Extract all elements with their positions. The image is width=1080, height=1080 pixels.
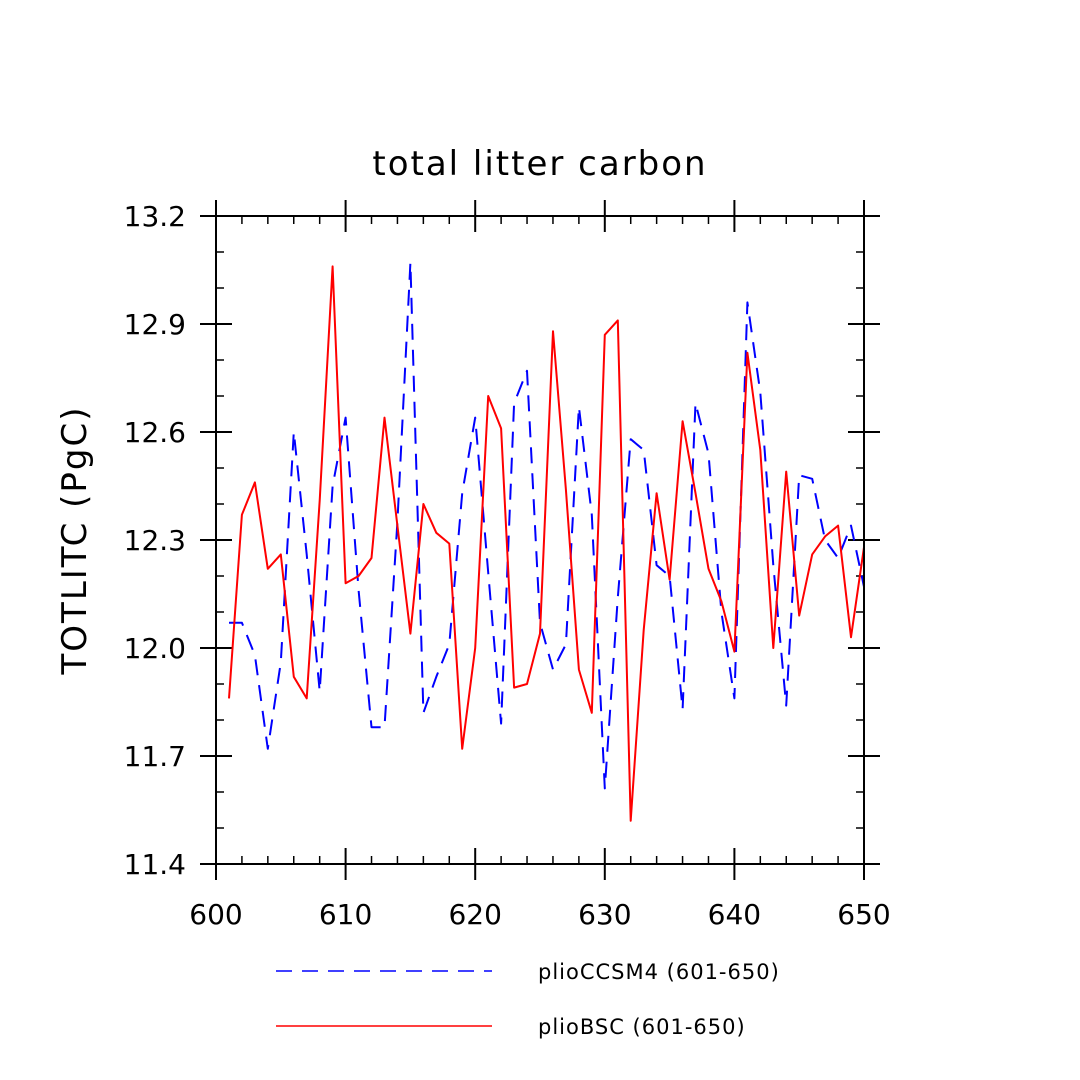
y-tick-label: 12.6	[124, 416, 186, 449]
series-pliocssm4-line	[229, 261, 865, 790]
axis-ticks	[200, 200, 880, 880]
legend-label-pliobsc: plioBSC (601-650)	[538, 1015, 746, 1039]
y-tick-label: 11.7	[124, 740, 186, 773]
series-layer	[228, 261, 865, 822]
x-tick-label: 630	[578, 898, 631, 931]
x-tick-label: 640	[708, 898, 761, 931]
x-tick-label: 600	[189, 898, 242, 931]
y-tick-label: 12.0	[124, 632, 186, 665]
y-tick-label: 11.4	[124, 848, 186, 881]
y-tick-label: 13.2	[124, 200, 186, 233]
legend-label-pliocssm4: plioCCSM4 (601-650)	[538, 960, 780, 984]
y-axis-label: TOTLITC (PgC)	[55, 406, 95, 676]
y-tick-label: 12.3	[124, 524, 186, 557]
x-tick-label: 620	[448, 898, 501, 931]
series-pliobsc-line	[228, 265, 865, 822]
plot-frame	[215, 215, 865, 865]
tick-labels: 600 610 620 630 640 650 11.4 11.7 12.0 12.3 12.6 12…	[124, 200, 891, 931]
x-tick-label: 650	[837, 898, 890, 931]
y-tick-label: 12.9	[124, 308, 186, 341]
x-tick-label: 610	[319, 898, 372, 931]
chart-title: total litter carbon	[372, 144, 707, 184]
legend: plioCCSM4 (601-650) plioBSC (601-650)	[276, 960, 780, 1039]
